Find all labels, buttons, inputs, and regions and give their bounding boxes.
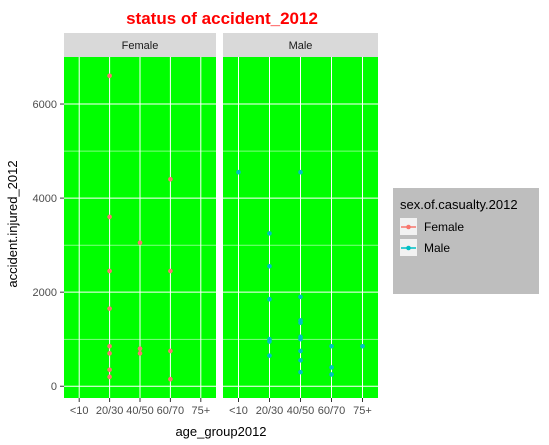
data-point [267,339,272,344]
y-tick-label: 2000 [33,287,57,299]
data-point [298,320,303,326]
x-tick-label: 20/30 [96,405,124,417]
x-axis-label: age_group2012 [175,424,266,439]
data-point [298,358,303,363]
data-point [168,176,173,182]
data-point [298,369,303,375]
x-tick-label: 75+ [191,405,210,417]
y-axis-label: accident.injured_2012 [5,160,20,287]
data-point [137,351,143,356]
series-female [107,73,173,382]
x-tick-label: 40/50 [126,405,154,417]
data-point [267,353,272,358]
facet-panel-female: Female [64,33,216,398]
facet-panels: Female Male [64,33,378,398]
facet-strip-label: Female [122,40,159,52]
data-point [298,348,303,354]
data-point [236,169,241,175]
legend-key-male: Male [400,239,450,256]
data-point [329,343,334,349]
y-axis: 0 2000 4000 6000 [33,99,64,393]
legend: sex.of.casualty.2012 Female Male [393,188,539,294]
legend-key-female: Female [400,218,464,235]
data-point [107,73,112,79]
y-tick-label: 4000 [33,193,57,205]
x-axis: <10 20/30 40/50 60/70 75+ <10 20/30 40/50 60/70 7… [70,398,372,417]
x-tick-label: 40/50 [287,405,315,417]
legend-background [393,188,539,294]
data-point [107,214,112,220]
facet-strip [64,33,216,57]
y-tick-label: 0 [51,381,57,393]
data-point [267,231,272,236]
data-point [107,268,112,274]
data-point [168,268,173,274]
x-tick-label: <10 [229,405,248,417]
x-tick-label: 60/70 [318,405,346,417]
data-point [107,374,112,380]
legend-label: Female [424,220,464,234]
facet-strip [223,33,378,57]
data-point [329,365,334,370]
data-point [107,343,112,349]
legend-key-point [406,224,411,230]
data-point [168,348,173,354]
data-point [107,306,112,311]
series-male [236,169,365,377]
legend-label: Male [424,241,450,255]
legend-key-point [406,245,411,251]
chart-title: status of accident_2012 [126,9,318,28]
data-point [298,336,303,342]
data-point [298,169,303,175]
x-tick-label: 75+ [353,405,372,417]
data-point [168,376,173,382]
y-tick-label: 6000 [33,99,57,111]
legend-title: sex.of.casualty.2012 [400,197,518,212]
data-point [329,372,334,377]
x-tick-label: 60/70 [157,405,185,417]
data-point [137,346,143,351]
data-point [360,343,365,349]
facet-panel-male: Male [223,33,378,398]
data-point [267,296,272,302]
data-point [267,264,272,269]
data-point [107,351,112,356]
facet-strip-label: Male [289,40,313,52]
x-tick-label: 20/30 [256,405,284,417]
data-point [107,367,112,373]
x-tick-label: <10 [70,405,89,417]
data-point [298,294,303,300]
data-point [137,240,143,246]
